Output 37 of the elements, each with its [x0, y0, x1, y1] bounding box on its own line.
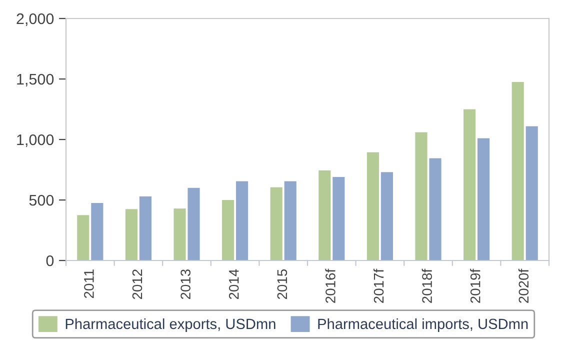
legend-label: Pharmaceutical exports, USDmn [66, 318, 276, 332]
x-tick-label: 2019f [470, 268, 480, 303]
bar [222, 200, 234, 260]
x-tick-label: 2018f [422, 268, 432, 303]
bar [318, 170, 331, 260]
bar [236, 181, 248, 260]
bar [91, 203, 104, 260]
y-tick-label: 1,500 [17, 74, 54, 86]
x-tick-label: 2015 [277, 269, 288, 300]
bar [366, 152, 379, 260]
bar [415, 132, 428, 260]
bar [478, 138, 490, 260]
bar [464, 109, 476, 260]
bar [332, 177, 345, 260]
bar [188, 188, 200, 260]
y-tick-label: 0 [46, 255, 54, 266]
x-tick-label: 2017f [373, 268, 384, 303]
bar [284, 181, 296, 260]
y-tick-label: 2,000 [16, 13, 54, 26]
bar [125, 209, 138, 260]
bar [512, 82, 524, 260]
x-tick-label: 2011 [84, 270, 94, 298]
bar [77, 215, 90, 260]
y-tick-label: 1,000 [17, 134, 54, 147]
bar [429, 158, 442, 260]
y-tick-label: 500 [29, 194, 54, 206]
bar [270, 187, 282, 260]
bar [526, 126, 538, 260]
x-tick-label: 2012 [132, 270, 142, 300]
legend-label: Pharmaceutical imports, USDmn [318, 318, 528, 332]
x-tick-label: 2014 [228, 269, 239, 300]
x-tick-label: 2016f [325, 268, 336, 303]
bar [380, 172, 393, 260]
x-tick-label: 2020f [518, 268, 529, 303]
bar [174, 208, 186, 260]
bar [139, 196, 152, 260]
x-tick-label: 2013 [180, 269, 190, 300]
